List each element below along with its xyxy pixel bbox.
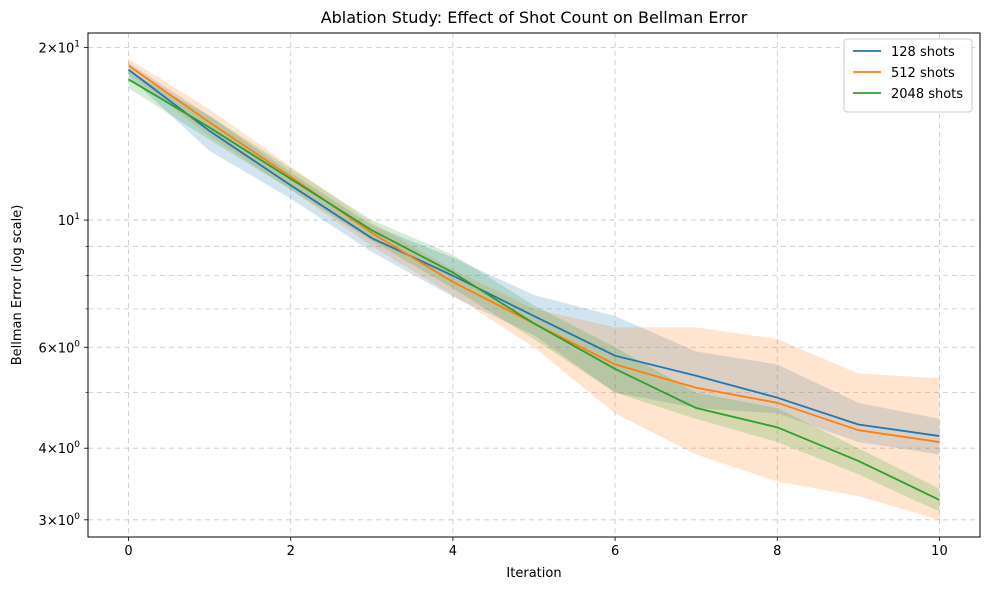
- series-lines: [128, 64, 940, 501]
- y-axis-label: Bellman Error (log scale): [10, 205, 25, 366]
- y-tick-times: ×: [47, 341, 58, 356]
- x-axis: 0 2 4 6 8 10: [124, 537, 948, 559]
- y-tick-times: ×: [47, 442, 58, 457]
- y-tick-label: 101: [58, 212, 80, 229]
- confidence-band: [128, 58, 940, 520]
- legend-label: 128 shots: [891, 45, 955, 60]
- confidence-bands: [128, 58, 940, 520]
- x-tick-label: 6: [611, 544, 619, 559]
- confidence-band: [128, 70, 940, 512]
- legend: 128 shots 512 shots 2048 shots: [843, 38, 973, 113]
- chart-title: Ablation Study: Effect of Shot Count on …: [321, 8, 748, 27]
- y-tick-ten: 10: [58, 214, 75, 229]
- y-tick-label: 6×100: [39, 339, 81, 356]
- y-tick-exp: 0: [74, 512, 80, 522]
- y-tick-times: ×: [47, 514, 58, 529]
- y-tick-base: 2: [39, 42, 47, 57]
- plot-frame: [87, 32, 981, 538]
- y-tick-label: 4×100: [39, 440, 81, 457]
- x-tick-label: 0: [124, 544, 132, 559]
- y-tick-ten: 10: [58, 42, 75, 57]
- y-tick-base: 4: [39, 442, 47, 457]
- y-tick-exp: 1: [74, 212, 80, 222]
- y-tick-base: 3: [39, 514, 47, 529]
- series-line: [128, 68, 940, 437]
- legend-label: 2048 shots: [891, 87, 963, 102]
- legend-label: 512 shots: [891, 66, 955, 81]
- x-tick-label: 8: [773, 544, 781, 559]
- y-tick-label: 2×101: [39, 40, 80, 57]
- grid: [88, 33, 980, 537]
- y-tick-exp: 0: [74, 339, 80, 349]
- x-tick-label: 2: [287, 544, 295, 559]
- series-line: [128, 78, 940, 501]
- y-tick-exp: 1: [74, 40, 80, 50]
- y-tick-ten: 10: [58, 514, 75, 529]
- y-tick-times: ×: [47, 42, 58, 57]
- x-axis-label: Iteration: [506, 566, 561, 581]
- y-tick-base: 6: [39, 341, 47, 356]
- x-tick-label: 4: [449, 544, 457, 559]
- y-tick-label: 3×100: [39, 512, 81, 529]
- y-tick-ten: 10: [58, 341, 75, 356]
- x-tick-label: 10: [931, 544, 948, 559]
- y-tick-exp: 0: [74, 440, 80, 450]
- confidence-band: [128, 62, 940, 455]
- y-tick-ten: 10: [58, 442, 75, 457]
